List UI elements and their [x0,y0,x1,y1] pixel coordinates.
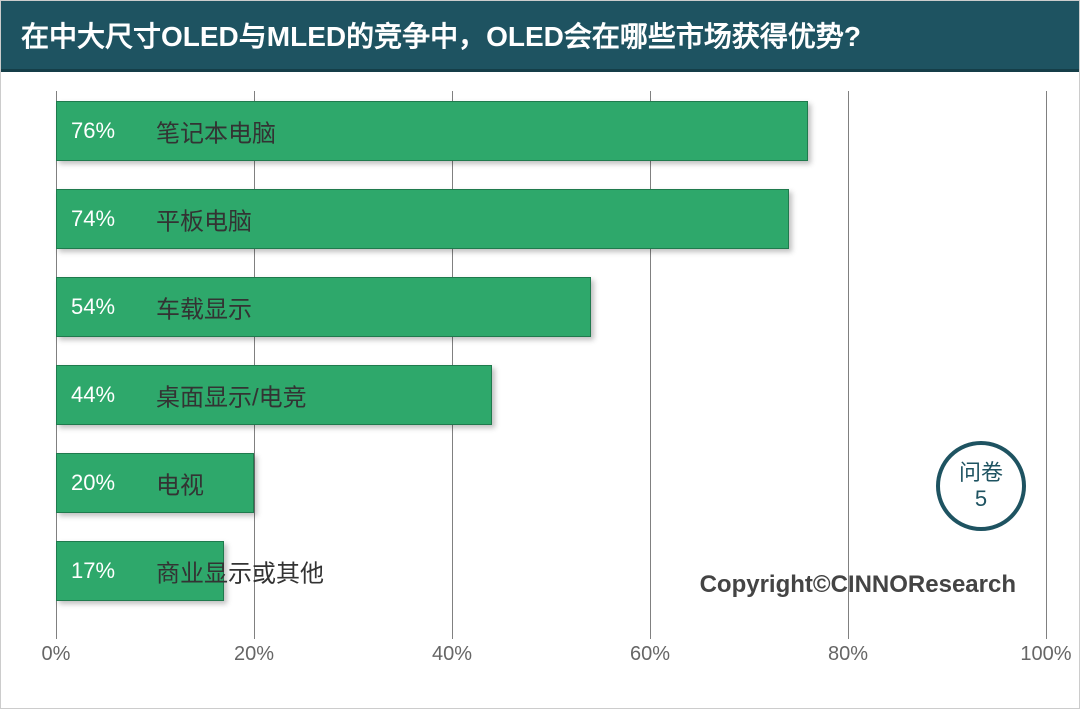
bar-label: 平板电脑 [156,202,252,237]
bar-label: 商业显示或其他 [156,554,324,589]
copyright-text: Copyright©CINNOResearch [700,571,1016,599]
tick-mark [56,631,57,639]
title-text: 在中大尺寸OLED与MLED的竞争中，OLED会在哪些市场获得优势? [21,21,861,52]
tick-mark [452,631,453,639]
survey-badge: 问卷 5 [936,441,1026,531]
bar-row: 76% 笔记本电脑 [56,101,1046,161]
bar-row: 54% 车载显示 [56,277,1046,337]
bar-row: 44% 桌面显示/电竞 [56,365,1046,425]
x-axis-label: 80% [828,643,868,666]
x-axis-label: 40% [432,643,472,666]
x-axis-label: 20% [234,643,274,666]
bar-label: 电视 [156,466,204,501]
bars-group: 76% 笔记本电脑 74% 平板电脑 54% 车载显示 44% 桌面显示/电竞 20% 电视 17%… [56,101,1046,629]
bar-label: 车载显示 [156,290,252,325]
bar-percent: 76% [71,118,115,144]
bar-percent: 74% [71,206,115,232]
bar-label: 笔记本电脑 [156,114,276,149]
x-axis-label: 60% [630,643,670,666]
badge-line1: 问卷 [959,460,1003,486]
tick-mark [650,631,651,639]
tick-mark [1046,631,1047,639]
bar: 54% [56,277,591,337]
bar-label: 桌面显示/电竞 [156,378,307,413]
bar-row: 20% 电视 [56,453,1046,513]
x-axis-label: 0% [42,643,71,666]
chart-title: 在中大尺寸OLED与MLED的竞争中，OLED会在哪些市场获得优势? [1,1,1079,72]
tick-mark [848,631,849,639]
bar-percent: 44% [71,382,115,408]
x-axis-label: 100% [1020,643,1071,666]
badge-line2: 5 [975,486,987,512]
bar-row: 74% 平板电脑 [56,189,1046,249]
bar-percent: 17% [71,558,115,584]
chart-area: 0%20%40%60%80%100% 76%笔记本电脑74%平板电脑54%车载显… [56,91,1046,651]
bar-percent: 20% [71,470,115,496]
bar: 20% [56,453,254,513]
tick-mark [254,631,255,639]
grid-line [1046,91,1047,631]
chart-container: 在中大尺寸OLED与MLED的竞争中，OLED会在哪些市场获得优势? 0% 20%… [0,0,1080,709]
bar-percent: 54% [71,294,115,320]
